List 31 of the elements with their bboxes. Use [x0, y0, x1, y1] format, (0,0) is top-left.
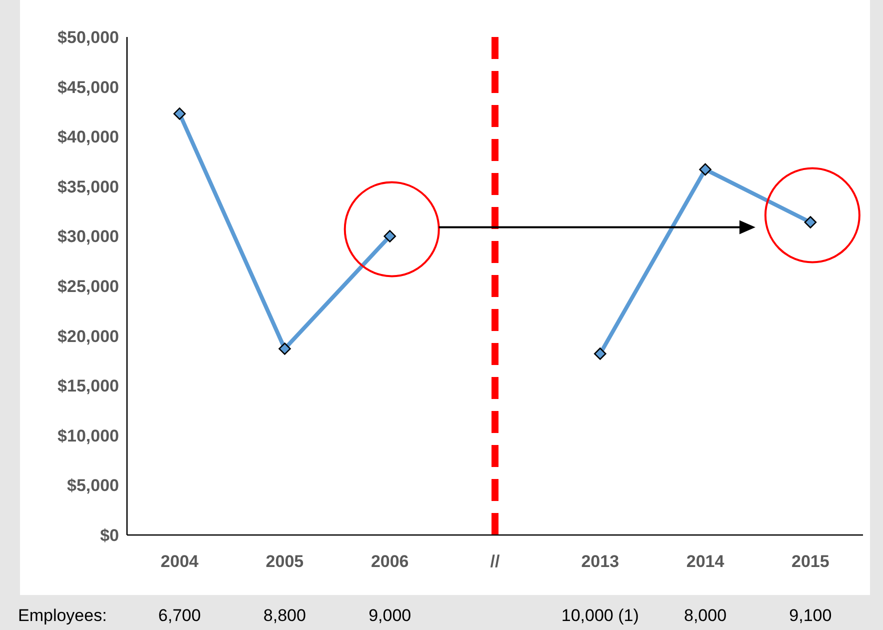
y-tick-label: $5,000	[67, 476, 119, 496]
y-tick-label: $40,000	[58, 128, 119, 147]
text: 6,700	[157, 606, 202, 626]
y-tick-label: $30,000	[58, 227, 119, 246]
point	[173, 108, 186, 120]
text: 8,000	[683, 606, 728, 626]
x-tick-label: //	[490, 552, 500, 572]
text: 8,800	[262, 606, 307, 626]
text: 9,000	[368, 606, 412, 626]
x-tick-label: 2004	[160, 552, 200, 572]
point	[804, 216, 817, 228]
x-tick-label: 2014	[686, 552, 725, 572]
y-tick-label: $25,000	[58, 277, 119, 296]
y-tick-label: $35,000	[58, 177, 119, 196]
x-tick-label: 2005	[266, 552, 304, 572]
y-tick-label: $15,000	[58, 376, 119, 396]
y-tick-label: $0	[100, 526, 119, 546]
text: 9,100	[788, 606, 833, 626]
point	[384, 230, 396, 242]
x-tick-label: 2015	[792, 552, 830, 572]
y-tick-label: $20,000	[58, 326, 119, 346]
x-tick-label: 2013	[581, 552, 620, 572]
point	[278, 342, 291, 355]
text: 10,000 (1)	[560, 606, 640, 626]
point	[699, 163, 712, 176]
y-tick-label: $10,000	[58, 426, 119, 446]
point	[594, 348, 606, 360]
text: Employees:	[18, 606, 107, 626]
y-tick-label: $50,000	[58, 28, 119, 48]
x-tick-label: 2006	[370, 552, 409, 572]
y-tick-label: $45,000	[58, 78, 119, 97]
